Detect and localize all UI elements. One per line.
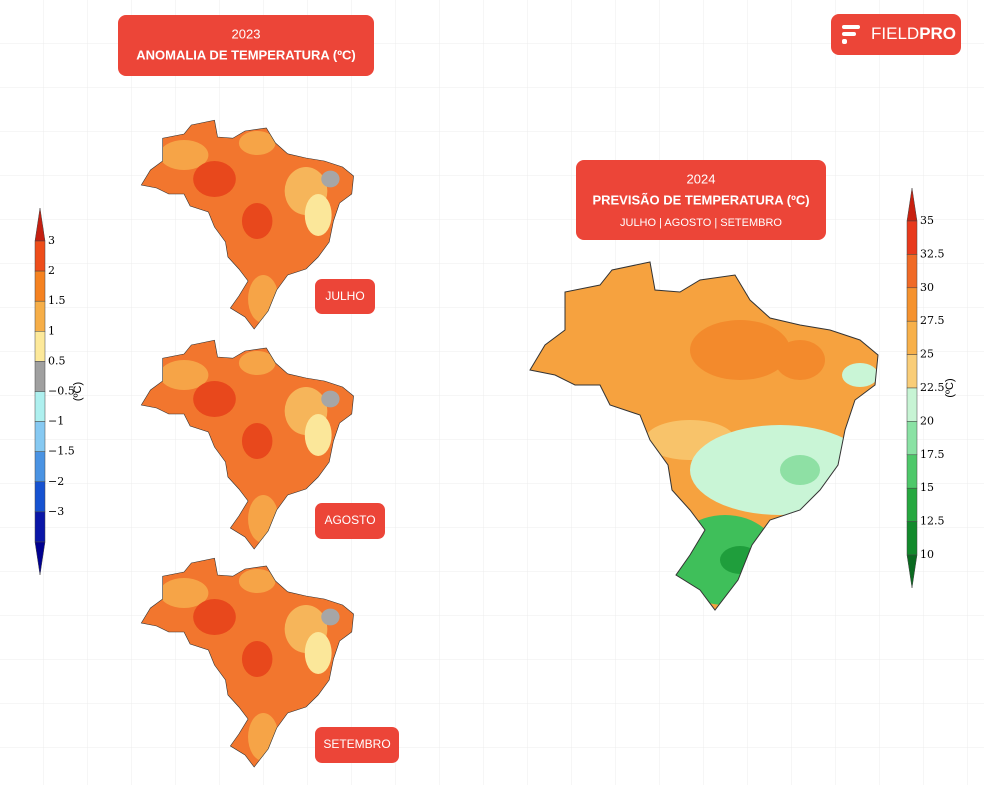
month-label: JULHO bbox=[325, 289, 364, 303]
header-box bbox=[118, 15, 374, 76]
year: 2023 bbox=[232, 26, 261, 41]
colorbar-segment bbox=[34, 421, 46, 452]
legend-label: 2 bbox=[48, 264, 55, 277]
legend-label: −1.5 bbox=[48, 445, 75, 458]
legend-label: 22.5 bbox=[920, 381, 945, 394]
legend-label: 20 bbox=[920, 414, 934, 427]
month-label: SETEMBRO bbox=[323, 737, 390, 751]
legend-label: 25 bbox=[920, 348, 934, 361]
legend-label: 12.5 bbox=[920, 515, 945, 528]
legend-label: 10 bbox=[920, 548, 934, 561]
colorbar-cap bbox=[34, 541, 46, 576]
legend-label: 0.5 bbox=[48, 354, 66, 367]
month-label: AGOSTO bbox=[324, 513, 375, 527]
colorbar-segment bbox=[906, 421, 918, 456]
colorbar-segment bbox=[34, 481, 46, 513]
colorbar-segment bbox=[906, 354, 918, 389]
legend-label: −1 bbox=[48, 415, 64, 428]
colorbar-segment bbox=[906, 454, 918, 489]
month-box bbox=[315, 503, 385, 539]
legend-label: 15 bbox=[920, 481, 934, 494]
month-box bbox=[315, 727, 399, 763]
header-box bbox=[576, 160, 826, 240]
colorbar-segment bbox=[34, 361, 46, 392]
colorbar-segment bbox=[906, 287, 918, 322]
subtitle: JULHO | AGOSTO | SETEMBRO bbox=[620, 217, 782, 229]
legend-label: 30 bbox=[920, 281, 934, 294]
legend-unit: (ºC) bbox=[944, 378, 956, 397]
colorbar-segment bbox=[906, 521, 918, 556]
colorbar-segment bbox=[34, 451, 46, 483]
legend-label: 3 bbox=[48, 234, 55, 247]
logo-box bbox=[831, 14, 961, 55]
colorbar-segment bbox=[34, 240, 46, 272]
legend-label: −3 bbox=[48, 505, 64, 518]
year: 2024 bbox=[687, 171, 716, 186]
logo-pro: PRO bbox=[919, 24, 956, 43]
colorbar-segment bbox=[34, 511, 46, 543]
legend-label: −0.5 bbox=[48, 385, 75, 398]
colorbar-segment bbox=[906, 487, 918, 522]
legend-label: 1.5 bbox=[48, 294, 66, 307]
colorbar-segment bbox=[906, 254, 918, 289]
legend-label: 17.5 bbox=[920, 448, 945, 461]
legend-label: 1 bbox=[48, 324, 55, 337]
colorbar-cap bbox=[906, 554, 918, 589]
legend-label: 32.5 bbox=[920, 247, 945, 260]
legend-unit: (ºC) bbox=[72, 382, 84, 401]
colorbar-segment bbox=[34, 331, 46, 362]
colorbar-segment bbox=[906, 387, 918, 422]
title: PREVISÃO DE TEMPERATURA (ºC) bbox=[592, 192, 809, 207]
colorbar-segment bbox=[34, 391, 46, 422]
logo: FIELDPRO bbox=[871, 24, 956, 43]
colorbar-segment bbox=[906, 220, 918, 255]
colorbar-segment bbox=[906, 320, 918, 355]
colorbar-segment bbox=[34, 300, 46, 332]
logo-field: FIELD bbox=[871, 24, 919, 43]
colorbar-segment bbox=[34, 270, 46, 302]
legend-label: −2 bbox=[48, 475, 64, 488]
legend-label: 35 bbox=[920, 214, 934, 227]
title: ANOMALIA DE TEMPERATURA (ºC) bbox=[136, 47, 355, 62]
legend-label: 27.5 bbox=[920, 314, 945, 327]
month-box bbox=[315, 279, 375, 314]
logo-icon bbox=[842, 25, 860, 44]
